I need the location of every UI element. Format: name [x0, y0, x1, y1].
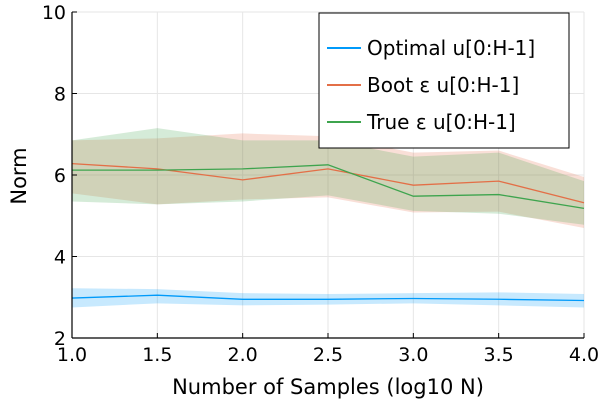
x-tick-label: 1.0 [57, 344, 87, 366]
legend-entry: True ε u[0:H-1] [366, 110, 516, 134]
series-lines [71, 162, 585, 302]
series-2-band [72, 128, 584, 225]
series-2-line [72, 164, 585, 210]
x-tick-label: 3.5 [484, 344, 514, 366]
series-0-band [72, 288, 584, 308]
y-tick-label: 10 [42, 2, 66, 24]
legend-entry: Optimal u[0:H-1] [367, 36, 535, 60]
y-tick-label: 2 [54, 328, 66, 350]
x-axis-label: Number of Samples (log10 N) [172, 375, 484, 399]
x-tick-label: 2.0 [228, 344, 258, 366]
x-tick-label: 3.0 [398, 344, 428, 366]
legend-entry: Boot ε u[0:H-1] [367, 73, 519, 97]
axes [71, 11, 585, 339]
confidence-bands [72, 128, 584, 308]
x-tick-label: 1.5 [142, 344, 172, 366]
legend-box [318, 12, 570, 149]
legend: Optimal u[0:H-1] Boot ε u[0:H-1] True ε u[… [318, 12, 570, 149]
series-0-line [71, 294, 585, 302]
tick-labels: 1.0 1.5 2.0 2.5 3.0 3.5 4.0 2 4 6 8 10 [42, 2, 599, 366]
y-axis-label: Norm [7, 147, 31, 204]
y-tick-label: 8 [54, 84, 66, 106]
y-tick-label: 4 [54, 247, 66, 269]
series-1-line [71, 162, 585, 204]
x-tick-label: 4.0 [569, 344, 599, 366]
x-tick-label: 2.5 [313, 344, 343, 366]
y-tick-label: 6 [54, 165, 66, 187]
series-1-band [72, 133, 584, 228]
